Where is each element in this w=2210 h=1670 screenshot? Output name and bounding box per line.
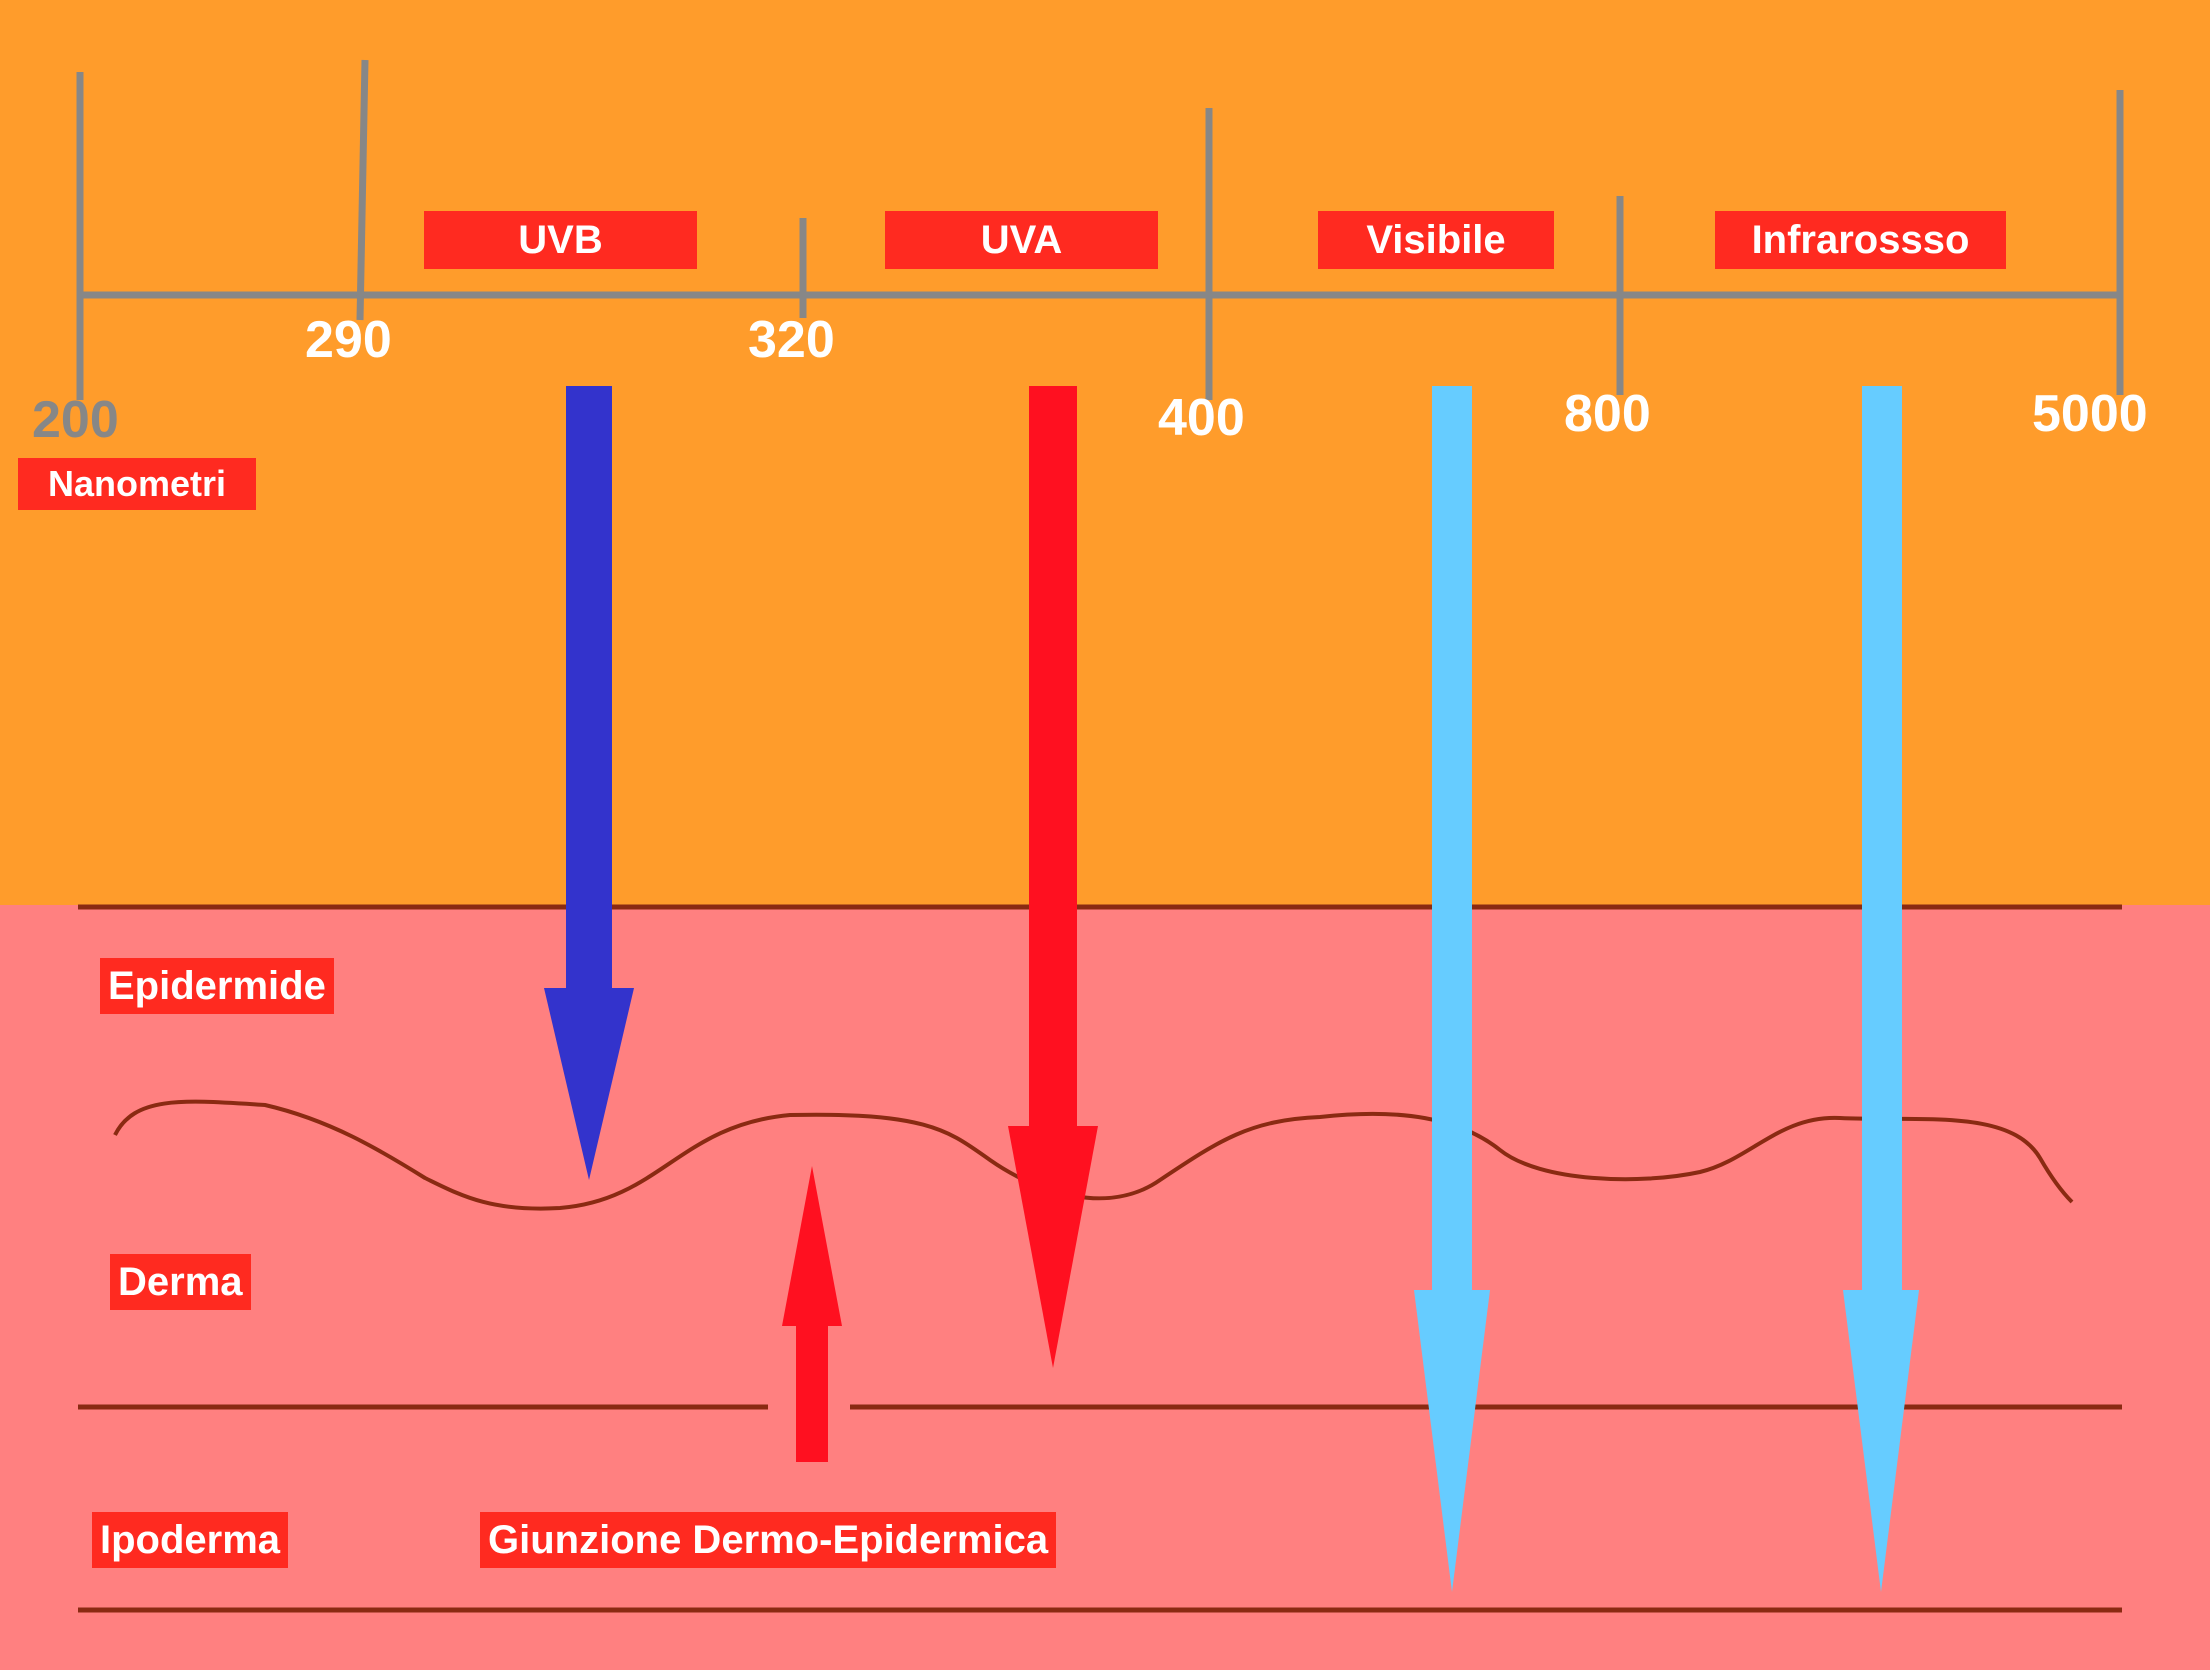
band-label-visible: Visibile [1318,211,1554,269]
infrared-arrow [1843,386,1919,1592]
visible-arrow [1414,386,1490,1592]
tick-label-400: 400 [1158,389,1245,447]
junction-arrow [782,1166,842,1462]
unit-label-nanometers: Nanometri [18,458,256,510]
band-label-uvb: UVB [424,211,697,269]
tick-label-290: 290 [305,311,392,369]
band-label-infrared: Infrarossso [1715,211,2006,269]
uva-arrow [1008,386,1098,1368]
layer-label-epidermis: Epidermide [100,958,334,1014]
band-label-uva: UVA [885,211,1158,269]
scale-tick-290 [356,59,369,321]
layer-label-junction: Giunzione Dermo-Epidermica [480,1512,1057,1568]
layer-label-dermis: Derma [110,1254,251,1310]
skin-zone [0,905,2210,1670]
skin-layer-lines [78,904,2122,1613]
tick-label-200: 200 [32,391,119,449]
layer-label-hypodermis: Ipoderma [92,1512,289,1568]
radiation-zone [0,0,2210,905]
wavelength-scale [76,59,2124,400]
tick-label-800: 800 [1564,385,1651,443]
tick-label-320: 320 [748,311,835,369]
tick-label-5000: 5000 [2032,385,2148,443]
uvb-arrow [544,386,634,1180]
dermo-epidermal-junction-line [113,1099,2074,1211]
